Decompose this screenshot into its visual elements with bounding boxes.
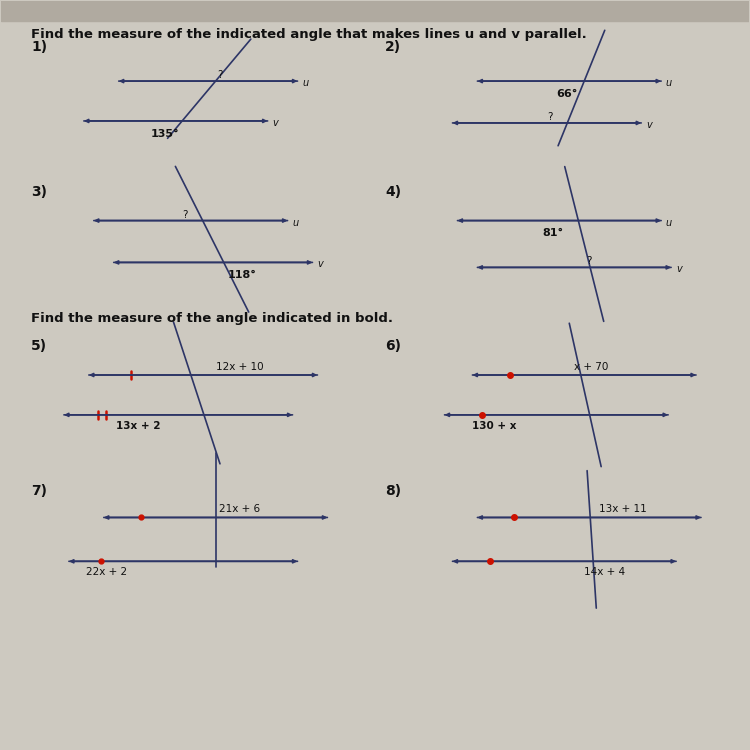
Text: ?: ? bbox=[183, 209, 188, 220]
Text: u: u bbox=[666, 78, 672, 88]
Text: v: v bbox=[272, 118, 278, 128]
Text: 4): 4) bbox=[385, 184, 401, 199]
Text: u: u bbox=[666, 217, 672, 227]
Text: 13x + 11: 13x + 11 bbox=[599, 505, 647, 515]
Text: 7): 7) bbox=[32, 484, 47, 497]
Text: 5): 5) bbox=[32, 339, 47, 353]
Text: 22x + 2: 22x + 2 bbox=[86, 567, 128, 578]
Text: 2): 2) bbox=[385, 40, 401, 54]
Text: 12x + 10: 12x + 10 bbox=[215, 362, 263, 372]
Text: v: v bbox=[317, 260, 323, 269]
Text: 3): 3) bbox=[32, 184, 47, 199]
Text: 1): 1) bbox=[32, 40, 47, 54]
Text: u: u bbox=[302, 78, 308, 88]
Text: 118°: 118° bbox=[227, 270, 256, 280]
Text: 14x + 4: 14x + 4 bbox=[584, 567, 626, 578]
Text: 21x + 6: 21x + 6 bbox=[218, 505, 259, 515]
Text: x + 70: x + 70 bbox=[574, 362, 609, 372]
Text: Find the measure of the indicated angle that makes lines u and v parallel.: Find the measure of the indicated angle … bbox=[32, 28, 587, 41]
Text: u: u bbox=[292, 217, 298, 227]
Text: 6): 6) bbox=[385, 339, 401, 353]
Text: 13x + 2: 13x + 2 bbox=[116, 421, 160, 430]
Text: 66°: 66° bbox=[556, 89, 578, 99]
Text: ?: ? bbox=[586, 256, 592, 266]
Text: v: v bbox=[676, 265, 682, 274]
Text: Find the measure of the angle indicated in bold.: Find the measure of the angle indicated … bbox=[32, 312, 393, 326]
Bar bbox=[2, 2, 748, 21]
Text: 130 + x: 130 + x bbox=[472, 421, 516, 430]
Text: 8): 8) bbox=[385, 484, 401, 497]
Text: 135°: 135° bbox=[151, 129, 179, 139]
Text: ?: ? bbox=[217, 70, 223, 80]
Text: v: v bbox=[646, 120, 652, 130]
Text: ?: ? bbox=[548, 112, 553, 122]
Text: 81°: 81° bbox=[542, 227, 563, 238]
